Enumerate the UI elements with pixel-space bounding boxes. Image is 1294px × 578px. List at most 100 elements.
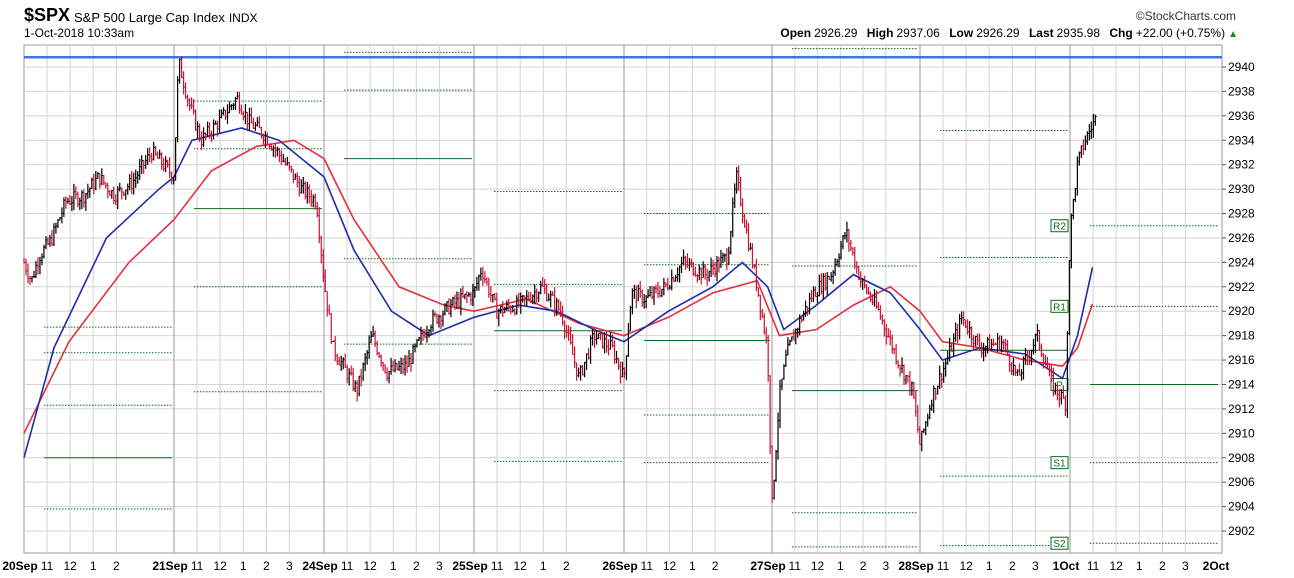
x-tick-label: 12 [63, 559, 77, 573]
y-tick-label: 2928 [1228, 207, 1255, 221]
pivot-label-box [1050, 219, 1069, 233]
x-tick-label: 12 [513, 559, 527, 573]
x-tick-label: 3 [436, 559, 443, 573]
x-tick-label: 2 [712, 559, 719, 573]
y-tick-label: 2912 [1228, 402, 1255, 416]
x-tick-label: 3 [1032, 559, 1039, 573]
x-tick-label: 11 [191, 559, 204, 573]
quote-summary: Open 2926.29 High 2937.06 Low 2926.29 Last 2… [774, 26, 1238, 40]
y-tick-label: 2924 [1228, 255, 1255, 269]
low-value: 2926.29 [976, 26, 1020, 40]
last-label: Last [1028, 26, 1054, 40]
x-tick-label: 3 [883, 559, 890, 573]
moving-average-red [23, 139, 1094, 434]
y-tick-label: 2910 [1228, 426, 1255, 440]
chg-label: Chg [1109, 26, 1133, 40]
y-tick-label: 2932 [1228, 158, 1255, 172]
x-tick-label: 11 [1087, 559, 1100, 573]
x-day-label: 24Sep [302, 559, 337, 573]
up-arrow-icon: ▲ [1228, 29, 1238, 40]
pivot-label-text: R1 [1053, 302, 1066, 313]
y-tick-label: 2902 [1228, 524, 1255, 538]
x-tick-label: 11 [41, 559, 54, 573]
y-tick-label: 2938 [1228, 84, 1255, 98]
x-tick-label: 3 [286, 559, 293, 573]
x-day-label: 25Sep [452, 559, 487, 573]
x-tick-label: 12 [663, 559, 677, 573]
x-day-label: 20Sep [2, 559, 37, 573]
y-tick-label: 2934 [1228, 133, 1255, 147]
y-tick-label: 2936 [1228, 109, 1255, 123]
plot-area [23, 44, 1223, 554]
y-tick-label: 2940 [1228, 60, 1255, 74]
pivot-label-text: R2 [1053, 222, 1066, 233]
datetime-label: 1-Oct-2018 10:33am [24, 26, 135, 40]
y-tick-label: 2908 [1228, 451, 1255, 465]
open-value: 2926.29 [814, 26, 858, 40]
pivot-label-text: P [1056, 380, 1063, 391]
chg-value: +22.00 (+0.75%) [1135, 26, 1226, 40]
x-tick-label: 12 [1109, 559, 1123, 573]
high-label: High [866, 26, 894, 40]
y-tick-label: 2906 [1228, 475, 1255, 489]
x-tick-label: 2 [1009, 559, 1016, 573]
x-tick-label: 11 [341, 559, 354, 573]
x-tick-label: 2 [413, 559, 420, 573]
x-tick-label: 1 [390, 559, 397, 573]
chart-header: $SPX S&P 500 Large Cap Index INDX 1-Oct-2… [0, 0, 1294, 44]
x-tick-label: 1 [540, 559, 547, 573]
x-tick-label: 12 [959, 559, 973, 573]
y-tick-label: 2930 [1228, 182, 1255, 196]
symbol-description: S&P 500 Large Cap Index INDX [74, 10, 258, 25]
high-value: 2937.06 [896, 26, 940, 40]
x-tick-label: 11 [641, 559, 654, 573]
y-tick-label: 2920 [1228, 304, 1255, 318]
pivot-label-r2: R2 [1050, 219, 1069, 233]
x-tick-label: 1 [240, 559, 247, 573]
pivot-label-s2: S2 [1050, 536, 1069, 550]
y-axis: 2902 2904 2906 2908 2910 2912 2914 2916 2918 2920… [1222, 60, 1255, 538]
x-tick-label: 2 [113, 559, 120, 573]
pivot-label-box [1050, 299, 1069, 313]
x-day-label: 21Sep [152, 559, 187, 573]
x-axis: 20Sep 11 12 1 2 21Sep 11 12 1 2 3 24Sep 11 12 1 2 3 25Sep… [2, 559, 1229, 573]
x-tick-label: 12 [363, 559, 377, 573]
description-text: S&P 500 Large Cap Index [74, 10, 225, 25]
pivot-label-s1: S1 [1050, 456, 1069, 470]
x-day-label: 26Sep [602, 559, 637, 573]
exchange-label: INDX [228, 11, 258, 25]
x-day-label: 28Sep [898, 559, 933, 573]
x-tick-label: 1 [689, 559, 696, 573]
x-day-label: 27Sep [750, 559, 785, 573]
stockcharts-watermark: ©StockCharts.com [1135, 9, 1236, 23]
x-tick-label: 1 [1136, 559, 1143, 573]
y-tick-label: 2918 [1228, 329, 1255, 343]
x-tick-label: 2 [263, 559, 270, 573]
pivot-label-text: S1 [1053, 459, 1066, 470]
moving-average-blue [23, 127, 1094, 458]
pivot-lines: R2 R1 P S1 S2 [44, 48, 1218, 550]
x-day-label: 2Oct [1203, 559, 1230, 573]
y-tick-label: 2914 [1228, 377, 1255, 391]
y-tick-label: 2922 [1228, 280, 1255, 294]
x-tick-label: 11 [491, 559, 504, 573]
x-tick-label: 3 [1182, 559, 1189, 573]
y-tick-label: 2926 [1228, 231, 1255, 245]
x-tick-label: 11 [937, 559, 950, 573]
x-tick-label: 2 [860, 559, 867, 573]
x-tick-label: 11 [789, 559, 802, 573]
x-day-label: 1Oct [1053, 559, 1080, 573]
pivot-label-text: S2 [1053, 539, 1066, 550]
y-tick-label: 2904 [1228, 500, 1255, 514]
x-tick-label: 2 [1159, 559, 1166, 573]
x-tick-label: 12 [811, 559, 825, 573]
series-group [23, 55, 1222, 503]
x-tick-label: 2 [563, 559, 570, 573]
open-label: Open [780, 26, 812, 40]
y-tick-label: 2916 [1228, 353, 1255, 367]
x-tick-label: 1 [837, 559, 844, 573]
last-value: 2935.98 [1056, 26, 1101, 40]
x-tick-label: 1 [90, 559, 97, 573]
pivot-label-box [1050, 456, 1069, 470]
